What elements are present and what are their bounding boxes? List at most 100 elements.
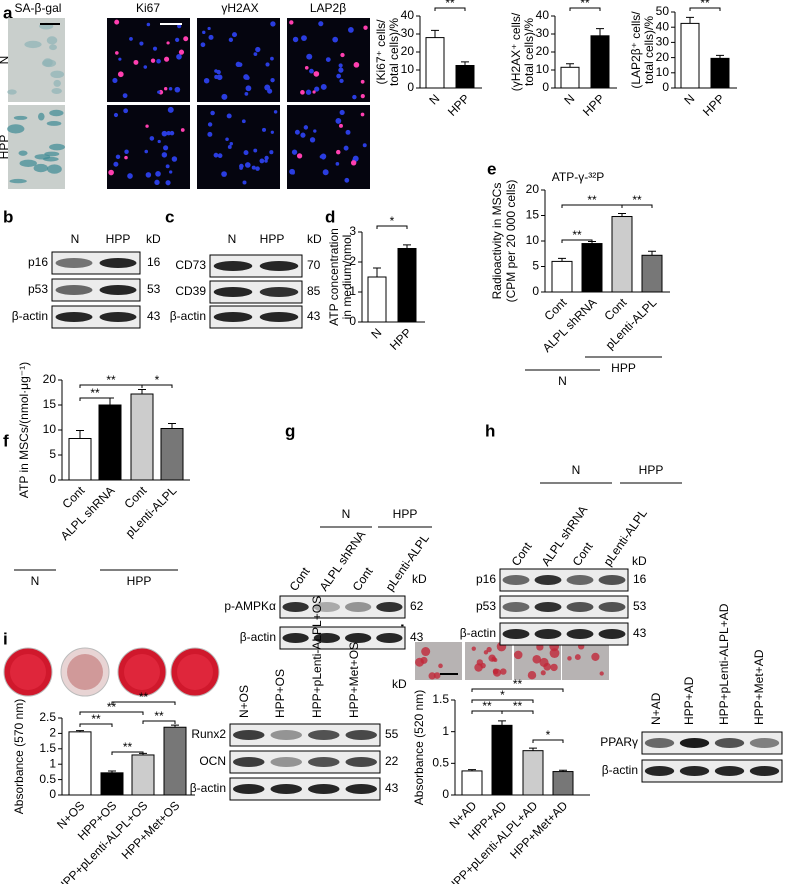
protein-label: p53	[476, 599, 496, 613]
nucleus	[269, 150, 274, 155]
y-tick-label: 20	[43, 372, 57, 386]
nucleus	[264, 159, 268, 163]
band	[749, 766, 780, 776]
nucleus	[178, 49, 185, 55]
nucleus	[264, 155, 269, 161]
band	[270, 757, 302, 767]
band	[308, 784, 340, 794]
y-tick-label: 3	[349, 224, 356, 238]
nucleus	[241, 119, 246, 124]
bar	[131, 754, 155, 796]
band	[376, 633, 403, 643]
blot-strip	[229, 777, 381, 801]
nucleus	[332, 36, 339, 43]
bar	[100, 772, 124, 796]
nucleus	[155, 171, 161, 177]
nucleus	[165, 164, 170, 169]
bar	[68, 731, 92, 796]
kd-label: 53	[633, 599, 647, 613]
band	[345, 602, 372, 612]
nucleus	[244, 92, 249, 96]
lipid-droplet	[550, 663, 558, 672]
y-axis-label: total cells)/%	[522, 18, 536, 86]
panel-letter: i	[3, 629, 8, 648]
nucleus	[320, 84, 327, 90]
y-tick-label: 2	[349, 254, 356, 268]
nucleus	[207, 131, 213, 137]
group-label: N	[572, 463, 581, 477]
significance-bracket	[111, 751, 144, 755]
nucleus	[306, 53, 313, 60]
lipid-droplet	[500, 668, 507, 675]
band	[376, 602, 403, 612]
lipid-droplet	[527, 670, 537, 680]
cell	[53, 79, 61, 87]
significance-label: **	[580, 0, 590, 10]
nucleus	[292, 36, 299, 43]
nucleus	[313, 129, 317, 133]
lane-label: HPP+Met+AD	[752, 649, 766, 725]
nucleus	[239, 166, 243, 170]
band	[313, 602, 340, 612]
nucleus	[176, 53, 182, 60]
nucleus	[144, 149, 149, 154]
significance-bracket	[111, 701, 176, 705]
x-tick-label: ALPL shRNA	[58, 483, 118, 543]
lipid-droplet	[488, 654, 496, 662]
lipid-droplet	[428, 672, 436, 680]
significance-bracket	[471, 699, 534, 703]
kd-header: kD	[146, 232, 161, 246]
y-tick-label: 40	[401, 8, 415, 22]
column-header: LAP2β	[310, 1, 346, 15]
kd-label: 85	[307, 284, 321, 298]
nucleus	[261, 127, 267, 132]
x-tick-label: N	[426, 91, 442, 107]
nucleus	[335, 162, 340, 166]
kd-label: 55	[385, 727, 399, 741]
nucleus	[114, 19, 120, 25]
panel-letter: f	[3, 431, 9, 450]
protein-label: β-actin	[12, 309, 48, 323]
lane-label: HPP+Met+OS	[347, 642, 361, 718]
nucleus	[214, 74, 219, 79]
y-tick-label: 0	[442, 787, 449, 801]
error-bar	[461, 61, 469, 66]
column-header: γH2AX	[221, 1, 258, 15]
error-bar	[648, 250, 656, 256]
protein-label: β-actin	[460, 626, 496, 640]
lipid-droplet	[415, 657, 424, 667]
y-tick-label: 50	[656, 4, 670, 18]
band	[55, 285, 93, 295]
x-tick-label: HPP	[387, 325, 414, 352]
band	[345, 757, 377, 767]
band	[345, 633, 372, 643]
error-bar	[168, 423, 176, 429]
nucleus	[229, 142, 234, 146]
blot-strip	[209, 280, 303, 304]
protein-label: p-AMPKα	[224, 599, 276, 613]
nucleus	[259, 158, 265, 164]
nucleus	[123, 108, 129, 114]
y-tick-label: 10	[401, 62, 415, 76]
micrograph	[197, 105, 280, 189]
significance-label: *	[155, 373, 160, 387]
nucleus	[270, 21, 276, 27]
nucleus	[168, 86, 173, 91]
nucleus	[253, 148, 258, 153]
panel-letter: c	[165, 207, 174, 226]
nucleus	[124, 149, 129, 154]
y-axis-label: (Ki67⁺ cells/	[374, 19, 388, 85]
protein-label: p53	[28, 282, 48, 296]
kd-header: kD	[632, 554, 647, 568]
nucleus	[157, 90, 161, 94]
cell	[19, 159, 37, 167]
bar	[425, 37, 445, 89]
nucleus	[305, 89, 312, 95]
nucleus	[312, 90, 316, 94]
chart-title: ATP-γ-³²P	[552, 170, 604, 184]
bar	[461, 770, 483, 796]
nucleus	[244, 162, 251, 168]
nucleus	[344, 177, 350, 183]
nucleus	[221, 93, 228, 100]
y-axis-label: ATP concentration	[327, 228, 341, 326]
